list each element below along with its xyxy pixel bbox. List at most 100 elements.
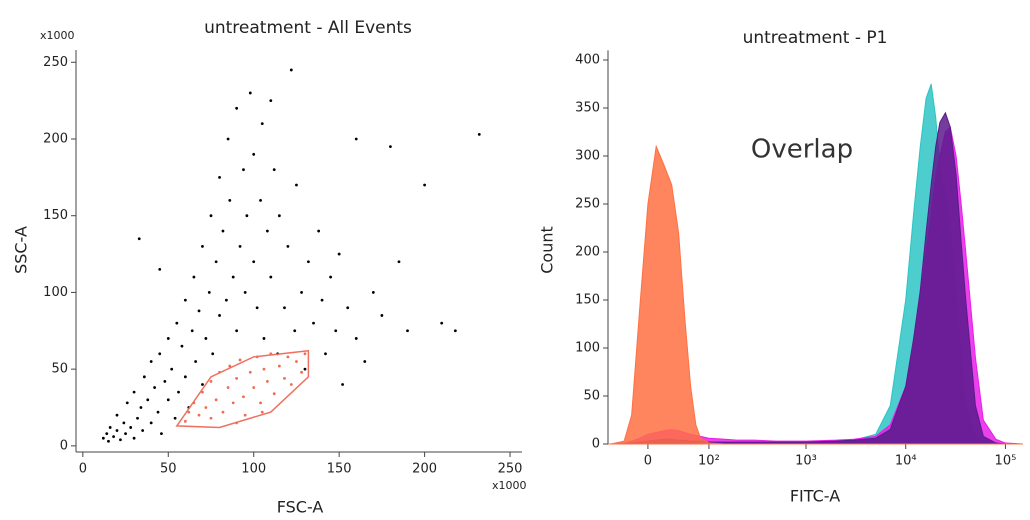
point	[211, 352, 215, 356]
y-tick-label: 50	[51, 362, 68, 377]
x-tick-label: 10⁴	[895, 454, 917, 469]
y-axis-title: SSC-A	[12, 226, 31, 274]
point	[312, 321, 315, 325]
point	[260, 122, 264, 126]
point	[300, 370, 303, 374]
point	[235, 329, 239, 333]
point	[226, 137, 230, 141]
point	[286, 244, 290, 248]
x-tick-label: 250	[498, 462, 523, 477]
point	[119, 438, 122, 442]
x-tick-label: 100	[241, 462, 266, 477]
x-tick-label: 50	[160, 462, 177, 477]
y-tick-label: 400	[575, 53, 600, 68]
point	[137, 237, 141, 241]
x-tick-label: 150	[327, 462, 352, 477]
x-tick-label: 10²	[698, 454, 720, 469]
point	[201, 390, 204, 394]
point	[204, 337, 208, 340]
point	[238, 244, 242, 248]
point	[320, 298, 324, 302]
point	[259, 198, 262, 202]
point	[183, 419, 187, 423]
point	[214, 398, 218, 402]
point	[265, 229, 269, 233]
point	[129, 426, 133, 429]
point	[132, 390, 136, 394]
y-multiplier: x1000	[40, 29, 75, 42]
x-multiplier: x1000	[492, 479, 527, 492]
point	[173, 416, 177, 420]
point	[423, 183, 426, 187]
point	[269, 99, 273, 103]
y-tick-label: 200	[575, 245, 600, 260]
point	[228, 198, 232, 202]
point	[209, 380, 213, 383]
y-tick-label: 100	[43, 285, 68, 300]
y-tick-label: 100	[575, 341, 600, 356]
x-tick-label: 10⁵	[995, 454, 1017, 469]
point	[303, 352, 307, 356]
point	[262, 367, 266, 371]
point	[175, 321, 179, 325]
point	[248, 370, 252, 374]
y-tick-label: 200	[43, 131, 68, 146]
point	[235, 106, 239, 110]
point	[238, 358, 242, 362]
x-tick-label: 10³	[795, 454, 817, 469]
point	[262, 337, 266, 340]
y-tick-label: 300	[575, 149, 600, 164]
point	[453, 329, 457, 333]
point	[242, 168, 245, 172]
point	[397, 260, 401, 264]
y-tick-label: 0	[60, 438, 68, 453]
y-tick-label: 50	[583, 389, 600, 404]
point	[354, 337, 358, 340]
point	[269, 275, 273, 279]
y-tick-label: 0	[592, 437, 600, 452]
point	[354, 137, 358, 141]
annotation: Overlap	[751, 135, 853, 165]
point	[177, 390, 180, 394]
point	[149, 421, 153, 425]
point	[183, 375, 187, 379]
point	[153, 386, 157, 389]
point	[132, 436, 136, 440]
point	[221, 229, 225, 233]
point	[209, 416, 213, 420]
chart-title: untreatment - P1	[743, 28, 888, 48]
point	[341, 383, 344, 386]
point	[324, 352, 327, 356]
point	[142, 375, 146, 379]
point	[303, 367, 307, 371]
point	[380, 314, 384, 317]
point	[252, 152, 256, 156]
point	[295, 183, 298, 187]
point	[187, 410, 191, 414]
point	[440, 321, 444, 325]
point	[201, 244, 204, 248]
point	[289, 68, 293, 72]
point	[231, 275, 235, 279]
point	[136, 416, 139, 420]
x-tick-label: 0	[644, 454, 652, 469]
point	[295, 360, 298, 363]
point	[363, 360, 367, 363]
x-axis-title: FSC-A	[277, 498, 324, 517]
point	[192, 275, 196, 279]
point	[108, 426, 112, 429]
point	[112, 435, 115, 439]
point	[214, 260, 218, 264]
point	[221, 410, 225, 414]
point	[272, 392, 276, 396]
point	[122, 421, 126, 425]
point	[183, 298, 187, 302]
point	[477, 132, 481, 136]
point	[293, 329, 297, 333]
y-tick-label: 250	[575, 197, 600, 212]
y-tick-label: 150	[575, 293, 600, 308]
point	[306, 260, 310, 264]
point	[228, 364, 232, 368]
point	[235, 376, 239, 380]
